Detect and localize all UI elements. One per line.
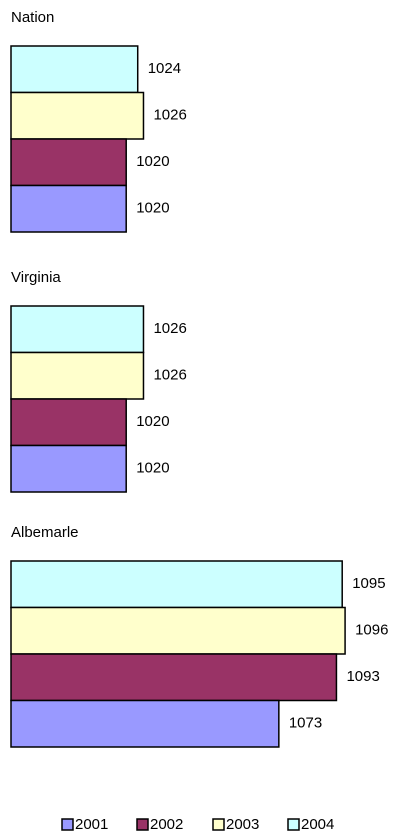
value-label: 1020 — [136, 200, 169, 217]
bar — [10, 138, 127, 187]
value-label: 1093 — [346, 668, 379, 685]
panel-title: Virginia — [11, 269, 61, 286]
legend-label: 2004 — [301, 816, 334, 833]
bar — [10, 699, 280, 748]
bar — [10, 653, 338, 702]
bar — [10, 444, 127, 493]
bar — [10, 606, 346, 655]
bar — [10, 184, 127, 233]
value-label: 1026 — [153, 320, 186, 337]
bar — [10, 398, 127, 447]
legend-label: 2001 — [75, 816, 108, 833]
value-label: 1096 — [355, 622, 388, 639]
bar — [10, 305, 145, 354]
value-label: 1020 — [136, 153, 169, 170]
bar — [10, 45, 139, 94]
value-label: 1026 — [153, 107, 186, 124]
legend-swatch — [61, 818, 74, 831]
bar — [10, 351, 145, 400]
legend-label: 2002 — [150, 816, 183, 833]
legend-swatch — [212, 818, 225, 831]
value-label: 1020 — [136, 413, 169, 430]
value-label: 1073 — [289, 715, 322, 732]
bar — [10, 91, 145, 140]
value-label: 1095 — [352, 575, 385, 592]
panel-title: Albemarle — [11, 524, 79, 541]
value-label: 1026 — [153, 367, 186, 384]
value-label: 1020 — [136, 460, 169, 477]
value-label: 1024 — [148, 60, 181, 77]
bar — [10, 560, 343, 609]
legend-label: 2003 — [226, 816, 259, 833]
legend-swatch — [287, 818, 300, 831]
panel-title: Nation — [11, 9, 54, 26]
legend-swatch — [136, 818, 149, 831]
